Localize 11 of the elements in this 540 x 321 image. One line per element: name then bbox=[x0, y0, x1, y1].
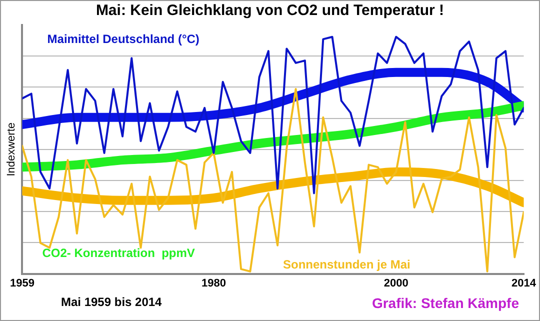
x-tick-label: 1959 bbox=[10, 277, 34, 290]
text: Grafik: Stefan Kämpfe bbox=[372, 295, 519, 311]
series-label: Sonnenstunden je Mai bbox=[283, 257, 410, 272]
series-label: Maimittel Deutschland (°C) bbox=[47, 32, 200, 46]
x-tick-label: 2000 bbox=[384, 277, 408, 290]
chart-title: Mai: Kein Gleichklang von CO2 und Temperatur ! bbox=[94, 1, 446, 21]
x-tick-label: 2014 bbox=[512, 277, 537, 290]
y-axis-title: Indexwerte bbox=[6, 122, 18, 176]
text: CO2- Konzentration ppmV bbox=[42, 246, 195, 260]
text: Mai 1959 bis 2014 bbox=[61, 295, 162, 311]
x-tick-label: 1980 bbox=[201, 277, 226, 290]
